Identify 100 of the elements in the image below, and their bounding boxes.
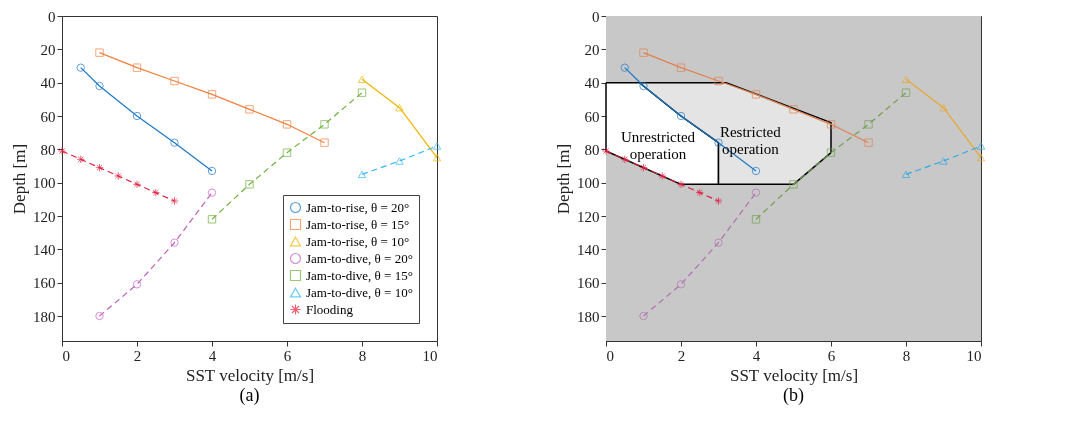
point [826,148,836,157]
point [601,146,611,156]
point [620,155,629,164]
point [751,215,761,224]
point [901,88,911,97]
point [57,146,67,156]
y-tick-label: 40 [584,75,600,92]
point [76,155,85,164]
point [639,311,648,321]
point [714,138,723,147]
point [751,90,761,99]
point [395,103,404,112]
y-tick-label: 160 [577,275,600,292]
point [939,103,948,112]
text: (a) [239,385,260,406]
point [639,163,648,172]
y-tick-label: 80 [40,141,56,158]
point [676,280,686,289]
point [976,142,986,150]
y-tick-label: 20 [40,41,56,58]
point [676,180,686,189]
point [170,238,179,247]
point [676,111,686,121]
y-axis-title: Depth [m] [10,143,29,215]
point [207,188,217,197]
point [320,120,329,129]
point [357,170,367,179]
point [282,148,292,157]
x-tick-label: 10 [966,347,982,364]
legend-label: Jam-to-dive, θ = 10° [306,284,413,300]
x-axis-title: SST velocity [m/s] [729,365,859,385]
point [282,120,292,129]
point [95,81,104,91]
point [245,105,254,114]
y-tick-label: 100 [577,175,600,192]
point [207,166,217,176]
x-tick-label: 0 [606,347,614,364]
point [751,188,761,197]
point [320,138,329,147]
y-tick-label: 100 [33,175,56,192]
point [751,166,761,176]
x-tick-label: 0 [62,347,70,364]
point [151,188,160,197]
point [76,63,85,72]
point [207,215,217,224]
x-tick-label: 10 [422,347,438,364]
point [432,142,442,150]
point [432,153,442,162]
point [114,171,123,181]
y-tick-label: 60 [40,108,56,125]
y-tick-label: 180 [33,308,56,325]
point [639,81,648,91]
text: (b) [783,385,804,406]
point [714,238,723,247]
y-tick-label: 60 [584,108,600,125]
point [789,180,798,189]
point [714,76,723,86]
point [620,63,629,72]
point [864,138,873,147]
annotation: Unrestricted operation [620,128,696,162]
y-tick-label: 0 [48,8,56,25]
point [170,76,179,86]
y-tick-label: 140 [33,241,56,258]
point [207,90,217,99]
point [976,153,986,162]
y-tick-label: 160 [33,275,56,292]
y-tick-label: 80 [584,141,600,158]
point [714,196,723,206]
y-tick-label: 120 [33,208,56,225]
legend-label: Jam-to-rise, θ = 15° [306,216,410,232]
point [170,138,179,147]
y-tick-label: 140 [577,241,600,258]
legend-label: Jam-to-dive, θ = 15° [306,267,413,283]
x-tick-label: 4 [752,347,761,364]
point [864,120,873,129]
point [939,157,948,165]
x-tick-label: 2 [677,347,686,364]
point [395,157,404,165]
point [95,48,104,57]
point [901,170,911,179]
y-tick-label: 0 [592,8,600,25]
point [901,75,911,84]
y-tick-label: 180 [577,308,600,325]
x-tick-label: 2 [133,347,142,364]
point [95,163,104,172]
point [695,188,704,197]
x-axis-title: SST velocity [m/s] [185,365,315,385]
point [658,171,667,181]
point [789,105,798,114]
y-tick-label: 120 [577,208,600,225]
x-tick-label: 6 [283,347,292,364]
point [132,111,142,121]
legend-label: Flooding [306,301,354,317]
x-tick-label: 6 [827,347,836,364]
point [826,120,836,129]
point [95,311,104,321]
x-tick-label: 4 [208,347,217,364]
point [132,63,142,72]
point [639,48,648,57]
point [132,280,142,289]
